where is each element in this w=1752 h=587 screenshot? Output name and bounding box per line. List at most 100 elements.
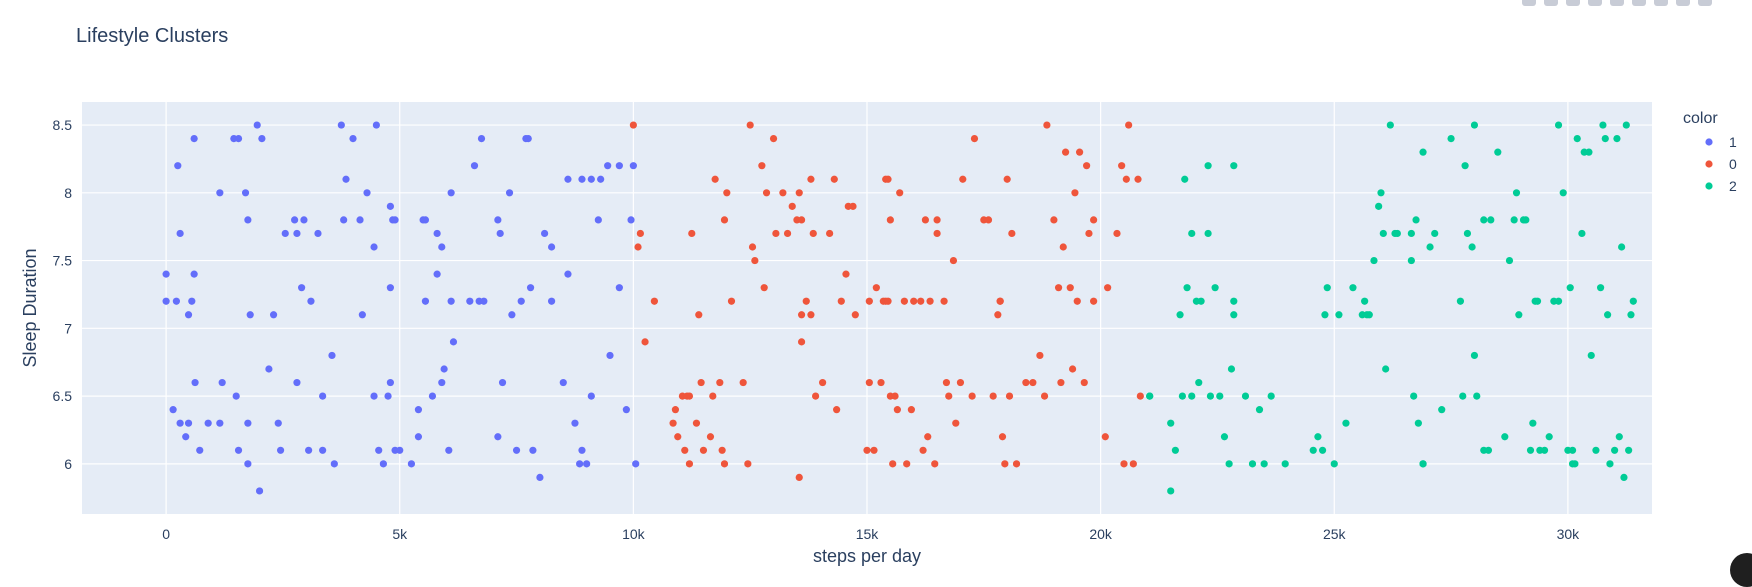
data-point-cluster-0 (1134, 175, 1142, 183)
data-point-cluster-2 (1407, 256, 1415, 265)
data-point-cluster-2 (1220, 433, 1229, 441)
data-point-cluster-2 (1606, 460, 1614, 468)
data-point-cluster-0 (706, 433, 715, 441)
reset-axes-icon[interactable] (1698, 0, 1712, 6)
data-point-cluster-1 (433, 270, 441, 278)
data-point-cluster-1 (414, 433, 423, 441)
data-point-cluster-1 (269, 311, 278, 319)
data-point-cluster-0 (681, 446, 689, 454)
data-point-cluster-0 (851, 311, 859, 319)
data-point-cluster-0 (819, 378, 827, 387)
data-point-cluster-0 (1122, 175, 1130, 183)
data-point-cluster-2 (1599, 121, 1607, 129)
y-tick-label: 8.5 (53, 117, 73, 133)
data-point-cluster-0 (989, 392, 997, 400)
data-point-cluster-0 (1101, 433, 1109, 441)
data-point-cluster-2 (1510, 216, 1518, 224)
data-point-cluster-0 (933, 216, 941, 224)
data-point-cluster-2 (1386, 121, 1394, 129)
data-point-cluster-2 (1230, 311, 1238, 319)
data-point-cluster-0 (1073, 297, 1081, 305)
data-point-cluster-1 (494, 216, 502, 224)
lasso-select-icon[interactable] (1610, 0, 1624, 6)
data-point-cluster-2 (1260, 460, 1268, 468)
data-point-cluster-0 (952, 419, 960, 427)
data-point-cluster-2 (1426, 243, 1434, 251)
data-point-cluster-2 (1188, 229, 1196, 238)
zoom-icon[interactable] (1544, 0, 1558, 6)
data-point-cluster-2 (1573, 134, 1581, 143)
data-point-cluster-2 (1604, 311, 1612, 319)
data-point-cluster-2 (1146, 392, 1154, 400)
data-point-cluster-1 (244, 216, 252, 224)
data-point-cluster-0 (807, 311, 815, 319)
data-point-cluster-0 (917, 297, 925, 305)
data-point-cluster-2 (1382, 365, 1390, 373)
y-tick-label: 7 (64, 320, 72, 336)
data-point-cluster-0 (1083, 162, 1091, 170)
data-point-cluster-2 (1438, 406, 1446, 414)
corner-overlay (1730, 553, 1752, 587)
data-point-cluster-1 (604, 162, 612, 170)
data-point-cluster-0 (809, 229, 817, 238)
data-point-cluster-0 (837, 297, 845, 305)
data-point-cluster-1 (184, 311, 193, 319)
data-point-cluster-1 (258, 134, 266, 143)
data-point-cluster-0 (807, 175, 815, 183)
legend: 1 0 2 (1705, 134, 1737, 194)
data-point-cluster-1 (632, 460, 640, 468)
data-point-cluster-1 (526, 284, 535, 292)
data-point-cluster-2 (1625, 446, 1633, 454)
data-point-cluster-2 (1230, 162, 1238, 170)
data-point-cluster-2 (1349, 284, 1357, 292)
data-point-cluster-2 (1587, 351, 1595, 360)
data-point-cluster-1 (440, 365, 448, 373)
data-point-cluster-2 (1197, 297, 1205, 305)
data-point-cluster-0 (1136, 392, 1144, 400)
data-point-cluster-0 (779, 189, 787, 197)
pan-icon[interactable] (1566, 0, 1580, 6)
zoom-out-icon[interactable] (1654, 0, 1668, 6)
zoom-in-icon[interactable] (1632, 0, 1646, 6)
data-point-cluster-2 (1620, 473, 1628, 482)
data-points (162, 121, 1637, 495)
data-point-cluster-0 (1076, 148, 1084, 156)
data-point-cluster-1 (447, 297, 455, 305)
data-point-cluster-0 (1085, 229, 1093, 238)
data-point-cluster-2 (1171, 446, 1179, 454)
data-point-cluster-1 (255, 487, 264, 495)
data-point-cluster-1 (524, 134, 532, 143)
data-point-cluster-1 (622, 406, 630, 414)
data-point-cluster-0 (692, 419, 701, 427)
y-axis-label: Sleep Duration (20, 248, 40, 367)
data-point-cluster-2 (1468, 243, 1476, 251)
data-point-cluster-1 (540, 229, 549, 238)
data-point-cluster-1 (384, 392, 392, 400)
data-point-cluster-1 (234, 134, 243, 143)
data-point-cluster-2 (1230, 297, 1238, 305)
data-point-cluster-1 (253, 121, 261, 129)
data-point-cluster-0 (802, 297, 810, 305)
data-point-cluster-0 (795, 189, 803, 197)
camera-icon[interactable] (1522, 0, 1536, 6)
y-tick-label: 6.5 (53, 388, 73, 404)
data-point-cluster-1 (438, 243, 446, 251)
data-point-cluster-2 (1188, 392, 1196, 400)
data-point-cluster-1 (307, 297, 315, 305)
data-point-cluster-0 (996, 297, 1004, 305)
data-point-cluster-0 (1071, 189, 1079, 197)
box-select-icon[interactable] (1588, 0, 1602, 6)
data-point-cluster-2 (1515, 311, 1523, 319)
data-point-cluster-0 (1066, 284, 1074, 292)
data-point-cluster-1 (319, 446, 327, 454)
data-point-cluster-0 (711, 175, 719, 183)
data-point-cluster-0 (884, 297, 892, 305)
data-point-cluster-0 (984, 216, 993, 224)
data-point-cluster-0 (1057, 378, 1065, 387)
data-point-cluster-1 (583, 460, 591, 468)
legend-title: color (1683, 110, 1718, 127)
autoscale-icon[interactable] (1676, 0, 1690, 6)
data-point-cluster-2 (1267, 392, 1275, 400)
data-point-cluster-0 (699, 446, 708, 454)
data-point-cluster-0 (695, 311, 703, 319)
